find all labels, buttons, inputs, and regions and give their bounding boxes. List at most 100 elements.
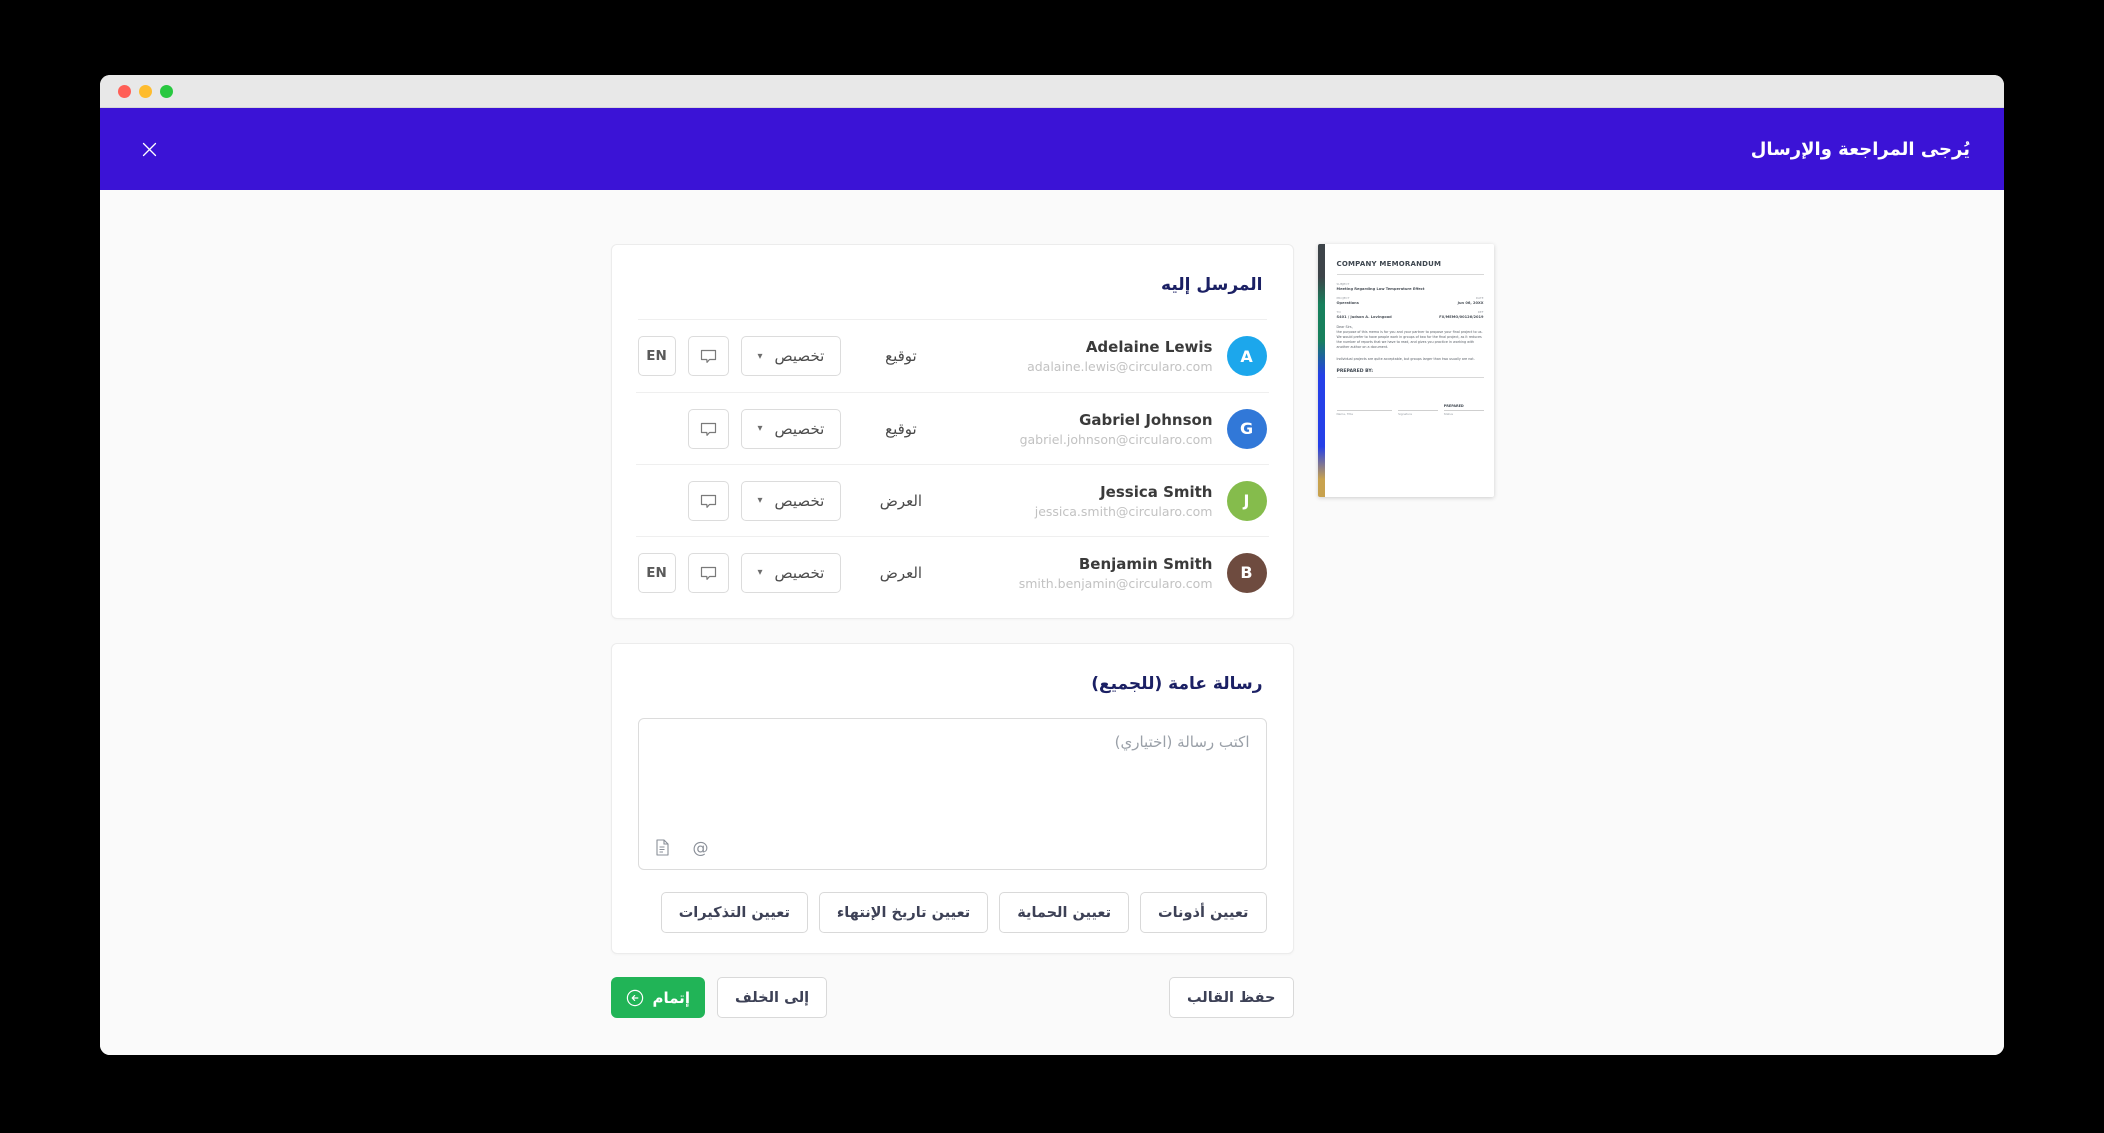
memo-body-paragraph-2: Individual projects are quite acceptable…: [1336, 356, 1475, 361]
app-window: يُرجى المراجعة والإرسال COMPANY MEMORAND…: [100, 75, 2004, 1055]
recipient-identity: Gabriel Johnson gabriel.johnson@circular…: [961, 411, 1213, 447]
comment-button[interactable]: [687, 408, 729, 449]
customize-dropdown-button[interactable]: تخصيص ▾: [740, 480, 842, 521]
traffic-light-minimize-icon[interactable]: [139, 84, 152, 98]
recipients-card: المرسل إليه A Adelaine Lewis adalaine.le…: [610, 244, 1294, 619]
recipient-controls: تخصيص ▾: [638, 480, 842, 521]
customize-label: تخصيص: [774, 419, 825, 438]
language-button[interactable]: EN: [637, 552, 676, 593]
chevron-down-icon: ▾: [757, 495, 763, 506]
macos-titlebar: [100, 75, 2004, 108]
recipient-name: Adelaine Lewis: [1085, 338, 1213, 356]
document-color-strip: [1317, 244, 1325, 497]
content-area: COMPANY MEMORANDUM SUBJECT Meeting Regar…: [100, 190, 2004, 1055]
memo-prepared-by: PREPARED BY:: [1336, 369, 1484, 378]
memo-body-paragraph: the purpose of this memo is for you and …: [1336, 330, 1483, 350]
arrow-left-circle-icon: [626, 989, 644, 1007]
memo-prepared-tag: PREPARED: [1443, 403, 1464, 408]
recipient-role-label: العرض: [879, 491, 923, 510]
customize-dropdown-button[interactable]: تخصيص ▾: [740, 552, 842, 593]
avatar: A: [1226, 336, 1267, 376]
comment-bubble-icon: [700, 348, 717, 364]
recipient-email: jessica.smith@circularo.com: [1034, 503, 1213, 519]
recipient-row: J Jessica Smith jessica.smith@circularo.…: [635, 464, 1269, 536]
chevron-down-icon: ▾: [757, 350, 763, 362]
memo-ref-label: REF: [1477, 310, 1484, 314]
memo-sig-signature-field: Signature: [1398, 409, 1438, 416]
general-message-card: رسالة عامة (للجميع) @: [610, 643, 1294, 954]
back-button[interactable]: إلى الخلف: [716, 977, 828, 1018]
comment-bubble-icon: [700, 421, 717, 437]
close-icon: [142, 142, 157, 157]
customize-dropdown-button[interactable]: تخصيص ▾: [740, 408, 842, 449]
traffic-light-close-icon[interactable]: [118, 84, 131, 98]
recipient-controls: تخصيص ▾ EN: [637, 336, 842, 376]
recipient-row: A Adelaine Lewis adalaine.lewis@circular…: [636, 320, 1269, 392]
save-template-button[interactable]: حفظ القالب: [1168, 977, 1294, 1018]
chevron-down-icon: ▾: [757, 567, 763, 578]
recipient-name: Benjamin Smith: [1078, 554, 1213, 573]
page-title: يُرجى المراجعة والإرسال: [1750, 138, 1970, 160]
comment-button[interactable]: [687, 552, 729, 593]
recipients-list: A Adelaine Lewis adalaine.lewis@circular…: [635, 320, 1269, 608]
recipient-role-label: توقيع: [885, 419, 917, 438]
set-expiry-date-button[interactable]: تعيين تاريخ الإنتهاء: [818, 892, 989, 933]
memo-ref: FX/MEMO/00126/2019: [1439, 315, 1484, 319]
memo-subject-label: SUBJECT: [1336, 282, 1350, 286]
memo-to: S401 / Judson A. Lovingood: [1336, 315, 1392, 319]
recipient-name: Gabriel Johnson: [1079, 410, 1213, 429]
app-header: يُرجى المراجعة والإرسال: [100, 108, 2004, 190]
recipient-email: gabriel.johnson@circularo.com: [1019, 431, 1213, 447]
customize-label: تخصيص: [774, 491, 825, 510]
memo-to-label: TO: [1336, 310, 1341, 314]
recipient-role-label: توقيع: [885, 347, 917, 365]
memo-date: Jun 06, 20XX: [1457, 301, 1484, 305]
traffic-light-zoom-icon[interactable]: [160, 84, 173, 98]
message-textarea[interactable]: [638, 719, 1266, 827]
set-protection-button[interactable]: تعيين الحماية: [999, 892, 1130, 933]
recipient-row: B Benjamin Smith smith.benjamin@circular…: [635, 536, 1269, 608]
recipient-controls: تخصيص ▾: [638, 408, 842, 449]
memo-preview: COMPANY MEMORANDUM SUBJECT Meeting Regar…: [1325, 244, 1494, 497]
comment-button[interactable]: [687, 336, 729, 376]
recipient-identity: Jessica Smith jessica.smith@circularo.co…: [961, 483, 1213, 519]
recipient-controls: تخصيص ▾ EN: [637, 552, 842, 593]
mention-at-icon[interactable]: @: [692, 838, 709, 857]
complete-button-label: إتمام: [652, 988, 690, 1007]
chevron-down-icon: ▾: [757, 423, 763, 434]
set-permissions-button[interactable]: تعيين أذونات: [1140, 892, 1267, 933]
memo-date-label: DATE: [1475, 296, 1484, 300]
memo-body-salutation: Dear Sirs,: [1336, 325, 1353, 329]
memo-project: Operations: [1336, 301, 1359, 305]
memo-project-label: PROJECT: [1336, 296, 1350, 300]
memo-sig-status-field: Status: [1443, 409, 1484, 416]
complete-button[interactable]: إتمام: [610, 977, 705, 1018]
recipients-heading: المرسل إليه: [1161, 275, 1263, 295]
customize-label: تخصيص: [774, 347, 825, 365]
recipient-identity: Adelaine Lewis adalaine.lewis@circularo.…: [961, 338, 1213, 374]
recipient-email: adalaine.lewis@circularo.com: [1027, 359, 1213, 374]
recipient-identity: Benjamin Smith smith.benjamin@circularo.…: [961, 555, 1213, 591]
comment-button[interactable]: [687, 480, 729, 521]
memo-title: COMPANY MEMORANDUM: [1336, 260, 1442, 268]
recipient-row: G Gabriel Johnson gabriel.johnson@circul…: [635, 392, 1269, 464]
memo-subject: Meeting Regarding Low Temperature Effect: [1336, 287, 1425, 291]
memo-sig-name-field: Name, Title: [1336, 409, 1393, 416]
wizard-footer: حفظ القالب إلى الخلف إتمام: [610, 977, 1294, 1018]
recipient-name: Jessica Smith: [1100, 482, 1213, 501]
message-input-wrapper: @: [637, 718, 1267, 870]
document-preview-thumbnail[interactable]: COMPANY MEMORANDUM SUBJECT Meeting Regar…: [1317, 244, 1494, 497]
insert-document-icon[interactable]: [655, 839, 669, 856]
comment-bubble-icon: [700, 565, 717, 581]
customize-label: تخصيص: [774, 563, 825, 582]
customize-dropdown-button[interactable]: تخصيص ▾: [740, 336, 842, 376]
avatar: B: [1226, 552, 1267, 593]
language-button[interactable]: EN: [637, 336, 676, 376]
message-settings-buttons: تعيين أذونات تعيين الحماية تعيين تاريخ الإ…: [636, 892, 1269, 933]
comment-bubble-icon: [700, 493, 717, 509]
set-reminders-button[interactable]: تعيين التذكيرات: [660, 892, 808, 933]
general-message-heading: رسالة عامة (للجميع): [1091, 674, 1263, 694]
close-button[interactable]: [134, 134, 164, 164]
avatar: J: [1226, 480, 1267, 521]
avatar: G: [1226, 408, 1267, 449]
